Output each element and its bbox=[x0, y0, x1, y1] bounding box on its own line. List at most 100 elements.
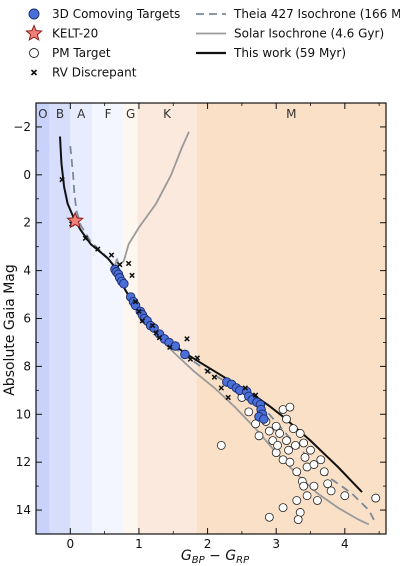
legend-kelt-marker bbox=[25, 24, 43, 42]
kelt20-point bbox=[66, 211, 84, 229]
rv-discrepant-point bbox=[82, 235, 89, 242]
x-tick-label: 1 bbox=[135, 537, 143, 551]
y-tick-label: 14 bbox=[16, 503, 31, 517]
band-b bbox=[49, 103, 71, 534]
pm-target-point bbox=[371, 493, 381, 503]
rv-discrepant-point bbox=[125, 260, 132, 267]
legend-label-theia: Theia 427 Isochrone (166 Myr) bbox=[233, 7, 400, 21]
pm-target-point bbox=[292, 496, 302, 505]
rv-discrepant-point bbox=[218, 385, 225, 391]
pm-target-point bbox=[264, 426, 274, 436]
pm-target-point bbox=[271, 448, 281, 457]
x-tick-label: 0 bbox=[66, 537, 74, 551]
rv-discrepant-point bbox=[242, 385, 249, 391]
pm-target-point bbox=[285, 402, 295, 412]
rv-discrepant-point bbox=[156, 334, 163, 341]
band-label-o: O bbox=[38, 107, 47, 121]
band-label-k: K bbox=[163, 107, 172, 121]
pm-target-point bbox=[316, 455, 326, 465]
comoving-point bbox=[119, 279, 129, 289]
pm-target-point bbox=[306, 445, 315, 455]
y-axis-label: Absolute Gaia Mag bbox=[2, 264, 18, 396]
rv-discrepant-point bbox=[132, 299, 139, 305]
plot-content bbox=[59, 131, 381, 526]
pm-target-point bbox=[312, 496, 322, 505]
rv-discrepant-point bbox=[116, 261, 123, 268]
pm-target-point bbox=[288, 424, 298, 434]
pm-target-point bbox=[293, 515, 303, 525]
rv-discrepant-point bbox=[139, 318, 146, 324]
pm-target-point bbox=[291, 441, 300, 450]
pm-target-point bbox=[285, 457, 295, 467]
pm-target-point bbox=[254, 431, 264, 441]
x-tick-label: 2 bbox=[204, 537, 212, 551]
rv-discrepant-point bbox=[108, 252, 115, 258]
pm-target-point bbox=[295, 508, 305, 517]
rv-discrepant-point bbox=[194, 355, 201, 361]
pm-target-point bbox=[340, 491, 350, 501]
pm-target-point bbox=[216, 441, 226, 450]
pm-target-point bbox=[278, 503, 288, 513]
pm-target-point bbox=[271, 421, 281, 431]
comoving-point bbox=[259, 414, 269, 424]
y-tick-label: 10 bbox=[16, 407, 31, 421]
x-label-minus: − bbox=[205, 548, 226, 564]
legend-rv-marker bbox=[30, 69, 38, 76]
legend-pm-marker bbox=[29, 48, 39, 58]
legend-label-comoving: 3D Comoving Targets bbox=[52, 7, 180, 21]
x-label-g2: G bbox=[225, 548, 236, 564]
pm-target-point bbox=[282, 414, 291, 424]
pm-target-point bbox=[273, 441, 282, 450]
x-tick-label: 3 bbox=[272, 537, 280, 551]
pm-target-point bbox=[319, 467, 329, 477]
y-tick-label: −2 bbox=[13, 120, 31, 134]
pm-target-point bbox=[309, 481, 319, 491]
plot-area bbox=[59, 131, 381, 526]
pm-target-point bbox=[326, 486, 336, 496]
x-label-sub-bp: BP bbox=[192, 555, 206, 566]
pm-target-point bbox=[309, 460, 319, 469]
comoving-point bbox=[180, 349, 190, 360]
y-tick-label: 4 bbox=[23, 264, 31, 278]
rv-discrepant-point bbox=[149, 322, 156, 329]
band-label-a: A bbox=[77, 107, 86, 121]
rv-discrepant-point bbox=[129, 272, 135, 279]
band-label-g: G bbox=[126, 107, 135, 121]
y-tick-label: 8 bbox=[23, 359, 31, 373]
legend-label-pm: PM Target bbox=[52, 46, 111, 60]
legend-label-thiswork: This work (59 Myr) bbox=[233, 46, 346, 60]
pm-target-point bbox=[244, 407, 254, 417]
legend-comoving-marker bbox=[28, 8, 40, 20]
pm-target-point bbox=[299, 438, 309, 448]
band-label-b: B bbox=[56, 107, 64, 121]
rv-discrepant-point bbox=[211, 374, 218, 380]
y-tick-label: 0 bbox=[23, 168, 31, 182]
legend-label-kelt: KELT-20 bbox=[52, 27, 98, 41]
rv-discrepant-point bbox=[184, 336, 190, 342]
x-tick-label: 4 bbox=[341, 537, 349, 551]
y-tick-label: 12 bbox=[16, 455, 31, 469]
pm-target-point bbox=[292, 467, 302, 477]
pm-target-point bbox=[295, 429, 305, 438]
pm-target-point bbox=[284, 445, 293, 455]
pm-target-point bbox=[282, 436, 291, 446]
rv-discrepant-point bbox=[95, 246, 101, 252]
y-tick-label: 6 bbox=[23, 312, 31, 326]
legend-label-solar: Solar Isochrone (4.6 Gyr) bbox=[234, 27, 384, 41]
rv-discrepant-point bbox=[252, 392, 259, 398]
band-label-f: F bbox=[105, 107, 112, 121]
legend: 3D Comoving Targets KELT-20 PM Target RV Di… bbox=[25, 7, 400, 80]
pm-target-point bbox=[275, 429, 285, 438]
x-label-sub-rp: RP bbox=[236, 555, 250, 566]
rv-discrepant-point bbox=[136, 308, 142, 315]
band-label-m: M bbox=[286, 107, 296, 121]
rv-discrepant-point bbox=[187, 356, 194, 362]
rv-discrepant-point bbox=[225, 394, 231, 401]
pm-target-point bbox=[302, 491, 312, 501]
band-a bbox=[70, 103, 93, 534]
rv-discrepant-point bbox=[153, 330, 159, 336]
y-tick-label: 2 bbox=[23, 216, 31, 230]
